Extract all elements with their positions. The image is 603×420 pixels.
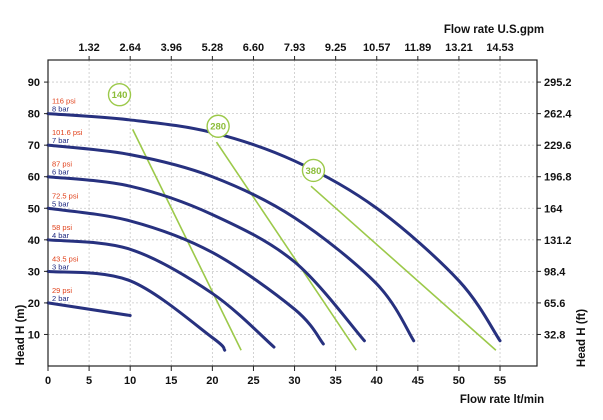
y-axis-ticks: 10 20 30 40 50 60 70 80 90 <box>28 77 48 341</box>
x-tick-label: 45 <box>412 375 424 387</box>
y-tick-label: 20 <box>28 298 40 310</box>
bar-label: 5 bar <box>52 199 70 208</box>
top-tick-label: 9.25 <box>325 42 346 54</box>
top-tick-label: 2.64 <box>119 42 141 54</box>
y-tick-label: 80 <box>28 109 40 121</box>
head-curve-4-bar <box>46 238 276 349</box>
top-tick-label: 3.96 <box>161 42 182 54</box>
top-tick-label: 10.57 <box>363 42 391 54</box>
psi-label: 58 psi <box>52 223 72 232</box>
y-tick-label: 70 <box>28 140 40 152</box>
x-tick-label: 0 <box>45 375 51 387</box>
plot-border <box>47 59 538 367</box>
right-tick-label: 229.6 <box>544 140 572 152</box>
y-tick-label: 90 <box>28 77 40 89</box>
x-tick-label: 10 <box>124 375 136 387</box>
top-tick-label: 1.32 <box>78 42 99 54</box>
psi-label: 116 psi <box>52 97 76 106</box>
top-tick-label: 11.89 <box>404 42 431 54</box>
x-axis-ticks: 0 5 10 15 20 25 30 35 40 45 50 55 <box>45 366 506 387</box>
y-axis-title: Head H (m) <box>15 304 27 365</box>
x-axis-title: Flow rate lt/min <box>460 394 544 406</box>
plot-frame <box>47 59 538 367</box>
top-axis-title: Flow rate U.S.gpm <box>444 24 544 36</box>
x-tick-label: 50 <box>453 375 465 387</box>
y-tick-label: 60 <box>28 172 40 184</box>
x-tick-label: 15 <box>165 375 177 387</box>
y-tick-label: 10 <box>28 329 40 341</box>
top-axis-ticks: 1.32 2.64 3.96 5.28 6.60 7.93 9.25 10.57 11.89 13… <box>78 42 514 60</box>
right-axis-ticks: 32.8 65.6 98.4 131.2 164 196.8 229.6 262.4 295.2 <box>537 77 572 341</box>
top-tick-label: 13.21 <box>445 42 473 54</box>
psi-label: 101.6 psi <box>52 128 83 137</box>
bar-label: 2 bar <box>52 294 70 303</box>
top-tick-label: 5.28 <box>202 42 223 54</box>
efficiency-line-280 <box>215 141 357 351</box>
right-tick-label: 98.4 <box>544 266 566 278</box>
y-tick-label: 50 <box>28 203 40 215</box>
bar-label: 6 bar <box>52 168 70 177</box>
bar-label: 3 bar <box>52 262 70 271</box>
head-curve-3-bar <box>46 269 227 352</box>
psi-label: 43.5 psi <box>52 254 79 263</box>
bar-label: 7 bar <box>52 136 70 145</box>
y-tick-label: 40 <box>28 235 40 247</box>
head-curve-6-bar <box>46 175 366 343</box>
efficiency-line-380 <box>310 185 497 351</box>
right-tick-label: 131.2 <box>544 235 572 247</box>
psi-label: 87 psi <box>52 160 72 169</box>
head-curve-8-bar <box>46 112 502 343</box>
grid <box>47 60 537 366</box>
x-tick-label: 20 <box>206 375 218 387</box>
top-tick-label: 6.60 <box>243 42 264 54</box>
x-tick-label: 40 <box>371 375 383 387</box>
right-tick-label: 164 <box>544 203 563 215</box>
right-tick-label: 262.4 <box>544 109 572 121</box>
head-curve-2-bar <box>46 301 132 318</box>
x-tick-label: 30 <box>288 375 300 387</box>
right-tick-label: 32.8 <box>544 329 565 341</box>
head-curves <box>46 112 502 352</box>
x-tick-label: 25 <box>247 375 259 387</box>
head-curve-7-bar <box>46 143 416 343</box>
efficiency-label: 380 <box>306 166 322 177</box>
x-tick-label: 55 <box>494 375 506 387</box>
bar-label: 8 bar <box>52 105 70 114</box>
psi-label: 29 psi <box>52 286 72 295</box>
right-tick-label: 196.8 <box>544 172 572 184</box>
head-curve-5-bar <box>46 206 325 346</box>
efficiency-badge-140 <box>107 83 132 107</box>
bar-label: 4 bar <box>52 231 70 240</box>
efficiency-label: 280 <box>210 122 226 133</box>
x-tick-label: 35 <box>330 375 342 387</box>
right-axis-title: Head H (ft) <box>576 309 588 367</box>
efficiency-labels: 140 280 380 <box>107 83 326 183</box>
y-tick-label: 30 <box>28 266 40 278</box>
top-tick-label: 7.93 <box>284 42 305 54</box>
top-tick-label: 14.53 <box>486 42 514 54</box>
efficiency-label: 140 <box>112 90 128 101</box>
right-tick-label: 295.2 <box>544 77 572 89</box>
efficiency-badge-280 <box>206 114 230 138</box>
right-tick-label: 65.6 <box>544 298 565 310</box>
psi-label: 72.5 psi <box>52 191 79 200</box>
efficiency-badge-380 <box>301 158 326 183</box>
x-tick-label: 5 <box>86 375 92 387</box>
